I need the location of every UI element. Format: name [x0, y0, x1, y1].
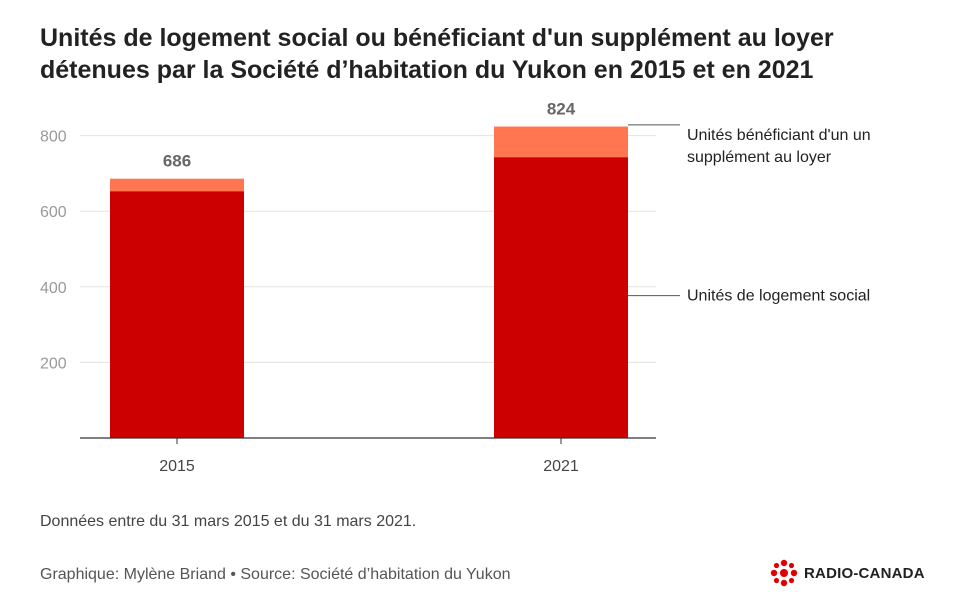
data-period-note: Données entre du 31 mars 2015 et du 31 m… [40, 513, 417, 530]
bar-2015-social [110, 191, 244, 438]
bar-2021-supplement [494, 126, 628, 158]
legend-label-supplement-line-1: Unités bénéficiant d'un un [687, 127, 871, 144]
source-credit: Graphique: Mylène Briand • Source: Socié… [40, 566, 511, 583]
x-tick-label-2015: 2015 [159, 458, 195, 475]
x-tick-label-2021: 2021 [543, 458, 579, 475]
legend-label-social: Unités de logement social [687, 288, 870, 305]
chart-title-line-1: Unités de logement social ou bénéficiant… [40, 24, 834, 52]
stacked-bar-chart: 200 400 600 800 686 2015 824 2021 Unités bénéfic… [40, 100, 871, 475]
total-label-2015: 686 [163, 152, 191, 171]
bar-2015-supplement [110, 178, 244, 192]
y-tick-label-800: 800 [40, 129, 67, 146]
y-tick-label-200: 200 [40, 355, 67, 372]
radio-canada-gem-icon [770, 559, 798, 587]
chart-title-line-2: détenues par la Société d’habitation du … [40, 56, 814, 84]
y-tick-label-400: 400 [40, 280, 67, 297]
bar-2021-social [494, 157, 628, 438]
radio-canada-logo: RADIO-CANADA [770, 558, 925, 588]
chart-title: Unités de logement social ou bénéficiant… [40, 22, 940, 86]
y-tick-label-600: 600 [40, 204, 67, 221]
legend-label-supplement-line-2: supplément au loyer [687, 149, 832, 166]
logo-wordmark: RADIO-CANADA [804, 564, 925, 582]
total-label-2021: 824 [547, 100, 576, 119]
